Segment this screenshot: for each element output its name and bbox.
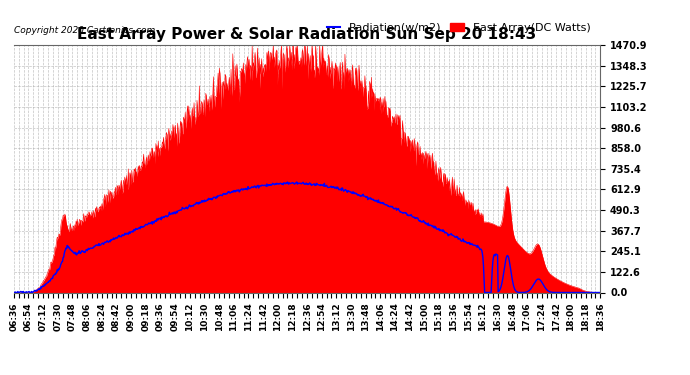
Title: East Array Power & Solar Radiation Sun Sep 20 18:43: East Array Power & Solar Radiation Sun S… [77, 27, 537, 42]
Legend: Radiation(w/m2), East Array(DC Watts): Radiation(w/m2), East Array(DC Watts) [322, 18, 595, 37]
Text: Copyright 2020 Cartronics.com: Copyright 2020 Cartronics.com [14, 26, 155, 35]
